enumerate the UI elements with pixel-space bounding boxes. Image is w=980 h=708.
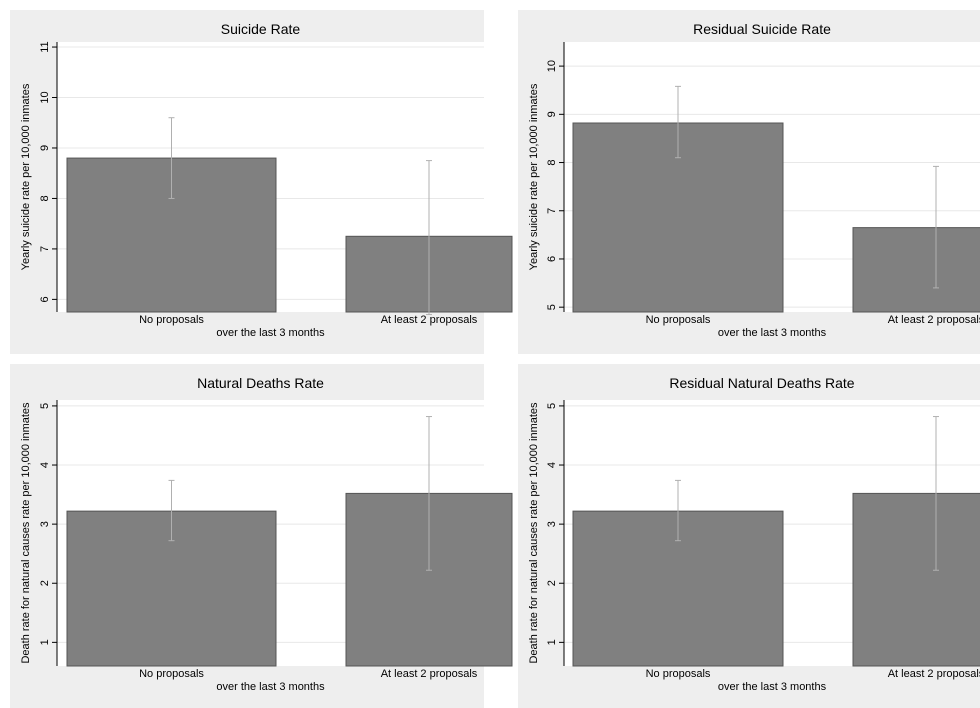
y-tick-label: 8: [546, 159, 558, 165]
chart-panel-natural-deaths-rate: 1 2 3 4 5 No proposals At least 2 proposals ove…: [10, 364, 513, 708]
y-tick-label: 1: [39, 639, 51, 645]
y-tick-label: 4: [39, 462, 51, 468]
category-label: At least 2 proposals: [381, 668, 478, 680]
y-tick-label: 4: [546, 462, 558, 468]
y-tick-label: 3: [39, 521, 51, 527]
y-tick-label: 1: [546, 639, 558, 645]
chart-title: Residual Natural Deaths Rate: [669, 375, 854, 391]
y-tick-label: 10: [546, 60, 558, 72]
y-tick-label: 2: [39, 580, 51, 586]
y-tick-label: 11: [39, 41, 51, 52]
y-tick-label: 9: [39, 145, 51, 151]
chart-title: Suicide Rate: [221, 21, 301, 37]
y-axis-label: Death rate for natural causes rate per 1…: [20, 402, 32, 664]
chart-svg: 1 2 3 4 5 No proposals At least 2 proposals ove…: [528, 375, 980, 693]
chart-panel-residual-natural-deaths-rate: 1 2 3 4 5 No proposals At least 2 proposals ove…: [518, 364, 980, 708]
y-axis-label: Yearly suicide rate per 10,000 inmates: [528, 83, 540, 270]
chart-title: Residual Suicide Rate: [693, 21, 831, 37]
y-tick-label: 10: [39, 91, 51, 103]
category-label: No proposals: [139, 314, 204, 326]
y-tick-label: 9: [546, 111, 558, 117]
category-label: At least 2 proposals: [381, 314, 478, 326]
chart-panel-suicide-rate: 6 7 8 9 10 11 No proposals At least 2 proposals…: [10, 10, 513, 354]
category-label: At least 2 proposals: [888, 668, 980, 680]
category-label: No proposals: [646, 668, 711, 680]
x-axis-label: over the last 3 months: [216, 681, 325, 693]
y-tick-label: 7: [39, 246, 51, 252]
category-label: No proposals: [646, 314, 711, 326]
y-tick-label: 5: [39, 403, 51, 409]
y-axis-label: Death rate for natural causes rate per 1…: [528, 402, 540, 664]
chart-panel-residual-suicide-rate: 5 6 7 8 9 10 No proposals At least 2 proposals o…: [518, 10, 980, 354]
category-label: No proposals: [139, 668, 204, 680]
y-tick-label: 3: [546, 521, 558, 527]
y-tick-label: 6: [546, 256, 558, 262]
chart-svg: 5 6 7 8 9 10 No proposals At least 2 proposals o…: [528, 21, 980, 339]
y-tick-label: 6: [39, 296, 51, 302]
y-tick-label: 8: [39, 195, 51, 201]
y-axis-label: Yearly suicide rate per 10,000 inmates: [20, 83, 32, 270]
y-tick-label: 5: [546, 403, 558, 409]
x-axis-label: over the last 3 months: [718, 681, 827, 693]
bar: [852, 492, 980, 667]
x-axis-label: over the last 3 months: [718, 327, 827, 339]
y-tick-label: 2: [546, 580, 558, 586]
bar: [852, 227, 980, 313]
y-tick-label: 5: [546, 304, 558, 310]
chart-svg: 1 2 3 4 5 No proposals At least 2 proposals ove…: [20, 375, 513, 693]
x-axis-label: over the last 3 months: [216, 327, 325, 339]
y-tick-label: 7: [546, 208, 558, 214]
chart-title: Natural Deaths Rate: [197, 375, 324, 391]
chart-svg: 6 7 8 9 10 11 No proposals At least 2 proposals…: [20, 21, 513, 339]
category-label: At least 2 proposals: [888, 314, 980, 326]
